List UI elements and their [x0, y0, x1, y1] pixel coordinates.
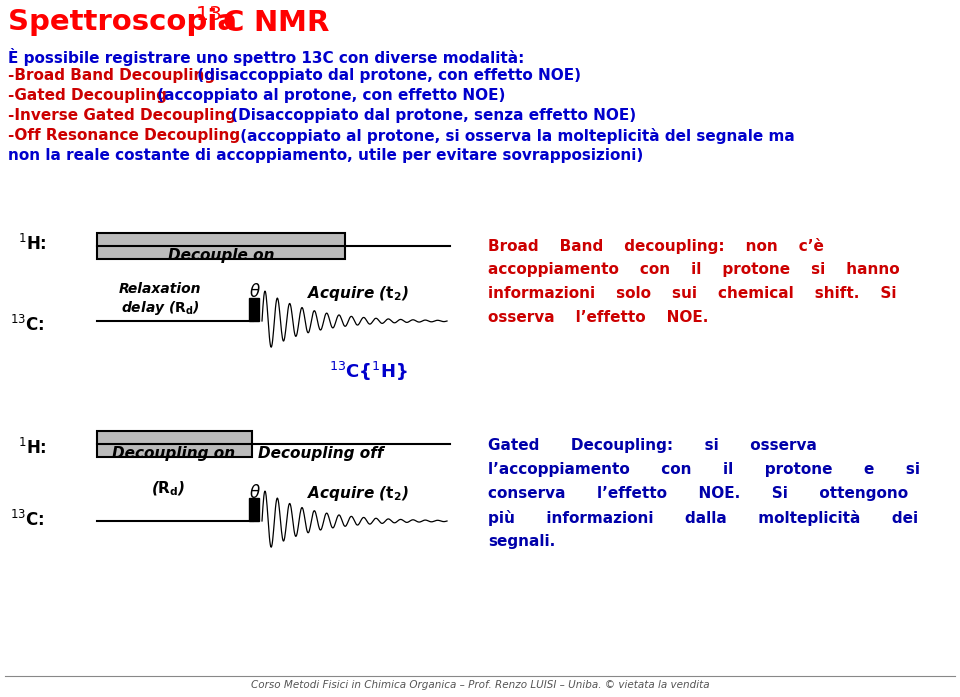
- Text: non la reale costante di accoppiamento, utile per evitare sovrapposizioni): non la reale costante di accoppiamento, …: [8, 148, 643, 163]
- Text: Gated      Decoupling:      si      osserva: Gated Decoupling: si osserva: [488, 438, 817, 453]
- Text: Spettroscopia: Spettroscopia: [8, 8, 247, 36]
- Text: $^{13}$C:: $^{13}$C:: [10, 315, 44, 335]
- Text: Decouple on: Decouple on: [168, 248, 275, 263]
- Text: Acquire ($\mathbf{t_2}$): Acquire ($\mathbf{t_2}$): [307, 484, 409, 503]
- Text: osserva    l’effetto    NOE.: osserva l’effetto NOE.: [488, 310, 708, 325]
- Text: Acquire ($\mathbf{t_2}$): Acquire ($\mathbf{t_2}$): [307, 284, 409, 303]
- Text: più      informazioni      dalla      molteplicità      dei: più informazioni dalla molteplicità dei: [488, 510, 918, 526]
- Text: (accoppiato al protone, con effetto NOE): (accoppiato al protone, con effetto NOE): [152, 88, 505, 103]
- Text: Corso Metodi Fisici in Chimica Organica – Prof. Renzo LUISI – Uniba. © vietata l: Corso Metodi Fisici in Chimica Organica …: [251, 680, 709, 690]
- Bar: [249, 498, 259, 521]
- Text: accoppiamento    con    il    protone    si    hanno: accoppiamento con il protone si hanno: [488, 262, 900, 277]
- Text: ($\mathbf{R_d}$): ($\mathbf{R_d}$): [151, 480, 185, 498]
- Text: È possibile registrare uno spettro 13C con diverse modalità:: È possibile registrare uno spettro 13C c…: [8, 48, 524, 66]
- Text: $^{13}$C:: $^{13}$C:: [10, 510, 44, 530]
- Text: $\theta$: $\theta$: [249, 283, 261, 301]
- Text: segnali.: segnali.: [488, 534, 555, 549]
- Text: Broad    Band    decoupling:    non    c’è: Broad Band decoupling: non c’è: [488, 238, 824, 254]
- Text: (accoppiato al protone, si osserva la molteplicità del segnale ma: (accoppiato al protone, si osserva la mo…: [235, 128, 795, 144]
- Text: -Off Resonance Decoupling: -Off Resonance Decoupling: [8, 128, 240, 143]
- Text: informazioni    solo    sui    chemical    shift.    Si: informazioni solo sui chemical shift. Si: [488, 286, 897, 301]
- Text: Decoupling off: Decoupling off: [258, 446, 383, 461]
- Text: $^{13}$C{$^1$H}: $^{13}$C{$^1$H}: [328, 360, 407, 383]
- Text: $^1$H:: $^1$H:: [18, 234, 47, 254]
- Text: Relaxation
delay ($\mathbf{R_d}$): Relaxation delay ($\mathbf{R_d}$): [119, 282, 202, 316]
- Text: conserva      l’effetto      NOE.      Si      ottengono: conserva l’effetto NOE. Si ottengono: [488, 486, 908, 501]
- Text: -Gated Decoupling: -Gated Decoupling: [8, 88, 167, 103]
- Text: $^1$H:: $^1$H:: [18, 438, 47, 458]
- Text: Decoupling on: Decoupling on: [112, 446, 235, 461]
- Text: -Broad Band Decoupling: -Broad Band Decoupling: [8, 68, 215, 83]
- Text: $\theta$: $\theta$: [249, 484, 261, 502]
- Text: l’accoppiamento      con      il      protone      e      si: l’accoppiamento con il protone e si: [488, 462, 920, 477]
- Text: (disaccoppiato dal protone, con effetto NOE): (disaccoppiato dal protone, con effetto …: [192, 68, 581, 83]
- Text: $^{13}$C NMR: $^{13}$C NMR: [195, 8, 331, 38]
- Bar: [249, 298, 259, 321]
- Text: (Disaccoppiato dal protone, senza effetto NOE): (Disaccoppiato dal protone, senza effett…: [226, 108, 636, 123]
- Text: -Inverse Gated Decoupling: -Inverse Gated Decoupling: [8, 108, 236, 123]
- Bar: [97, 233, 345, 259]
- Bar: [97, 431, 252, 457]
